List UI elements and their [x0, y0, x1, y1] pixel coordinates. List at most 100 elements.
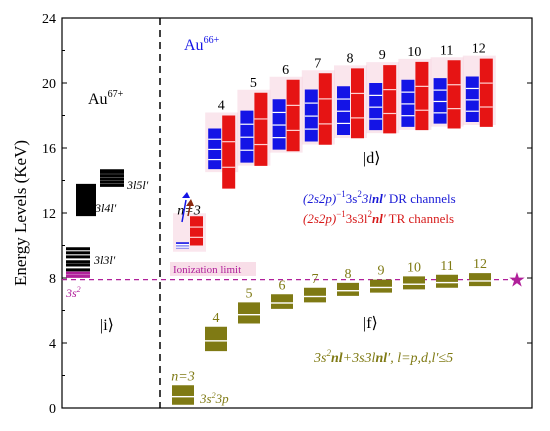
legend-dr: (2s2p)−13s23lnl′ DR channels [303, 189, 456, 206]
d-n-label: 7 [314, 56, 321, 71]
y-tick-label: 16 [42, 142, 56, 157]
final-level-block [304, 287, 326, 303]
tr-level-block [286, 79, 300, 152]
final-level-block [271, 294, 293, 309]
y-tick-label: 24 [42, 12, 56, 27]
final-level-gap [469, 280, 491, 282]
final-level-gap [205, 340, 227, 342]
tr-level-gap [415, 85, 429, 87]
y-axis-label: Energy Levels (KeV) [11, 140, 30, 286]
ionization-limit-star: ★ [508, 270, 526, 292]
final-level-gap [304, 295, 326, 298]
ket-d-label: |d⟩ [363, 150, 380, 167]
final-level-block [469, 273, 491, 287]
initial-level-line [100, 183, 124, 187]
ion-label-right: Au66+ [184, 35, 220, 54]
dr-level-gap [401, 103, 415, 105]
dr-level-gap [369, 118, 383, 120]
dr-level-gap [369, 106, 383, 108]
d-n-label: 5 [250, 76, 257, 91]
level-label-3s2: 3s2 [65, 285, 81, 300]
tr-level-gap [447, 108, 461, 110]
tr-level-gap [351, 117, 364, 119]
dr-level-gap [176, 243, 189, 246]
initial-level-line [100, 169, 124, 173]
tr-level-block [318, 73, 332, 145]
f-n-label: 10 [407, 260, 421, 275]
tr-level-gap [318, 123, 332, 125]
final-level-block [370, 279, 392, 293]
ion-label-left: Au67+ [88, 89, 124, 108]
initial-levels [66, 169, 124, 278]
tr-level-gap [447, 84, 461, 86]
initial-level-band [76, 185, 96, 215]
d-n-label: 10 [407, 45, 421, 60]
dr-level-gap [369, 94, 383, 96]
d-n-label: 6 [282, 63, 289, 78]
dr-level-gap [401, 115, 415, 117]
ket-i-label: |i⟩ [100, 317, 114, 334]
dr-level-gap [337, 110, 350, 112]
f-n-label: 4 [213, 311, 220, 326]
f-n-label: 9 [378, 264, 385, 279]
d-n-label: 11 [440, 43, 453, 58]
dr-level-gap [433, 100, 447, 103]
dr-level-gap [465, 99, 479, 101]
final-level-gap [436, 281, 458, 284]
initial-level-line [66, 274, 90, 278]
tr-level-block [383, 65, 397, 134]
initial-level-line [66, 268, 90, 272]
dr-level-gap [433, 89, 447, 91]
tr-level-block [190, 216, 203, 246]
level-label-3l3l: 3l3l′ [93, 253, 116, 267]
final-level-gap [403, 283, 425, 285]
final-levels [172, 273, 491, 405]
tr-level-gap [286, 129, 300, 131]
dr-level-gap [433, 112, 447, 114]
dr-level-gap [272, 111, 286, 114]
tr-level-gap [415, 109, 429, 111]
final-level-block [403, 276, 425, 290]
f-n-label: 5 [246, 286, 253, 301]
final-level-block [172, 385, 194, 405]
tr-level-gap [479, 82, 493, 84]
dr-level-gap [465, 87, 479, 90]
tr-level-gap [383, 112, 397, 115]
final-level-block [337, 282, 359, 296]
dr-level-gap [272, 137, 286, 139]
dr-level-gap [176, 245, 189, 247]
tr-level-gap [286, 104, 300, 106]
initial-level-line [66, 251, 90, 255]
final-level-gap [370, 286, 392, 289]
dr-level-gap [208, 158, 222, 161]
initial-level-line [100, 177, 124, 181]
arrow-blue-head [182, 192, 190, 198]
initial-level-line [66, 247, 90, 251]
f-n-labels: n=3 4 5 6 7 8 9 10 11 12 [171, 257, 487, 384]
d-n-label: 4 [218, 99, 225, 114]
y-tick-label: 8 [49, 272, 56, 287]
arrow-red [187, 205, 191, 217]
initial-level-line [66, 271, 90, 275]
d-n-label: 12 [472, 42, 486, 57]
y-tick-label: 20 [42, 77, 56, 92]
dr-level-gap [176, 247, 189, 249]
final-level-gap [172, 395, 194, 398]
initial-level-line [66, 260, 90, 264]
level-label-3l5l: 3l5l′ [126, 178, 149, 192]
dr-level-gap [304, 128, 318, 130]
f-n-label: 7 [312, 272, 319, 287]
y-tick-label: 4 [49, 337, 56, 352]
tr-level-block [222, 115, 236, 189]
ionization-limit-label-bg [170, 262, 256, 276]
initial-level-line [66, 255, 90, 259]
f-n-label: 8 [345, 267, 352, 282]
initial-level-line [100, 174, 124, 178]
dr-level-gap [240, 123, 254, 125]
dr-level-gap [240, 136, 254, 138]
dr-level-gap [208, 148, 222, 151]
f-n-label: 12 [473, 257, 487, 272]
